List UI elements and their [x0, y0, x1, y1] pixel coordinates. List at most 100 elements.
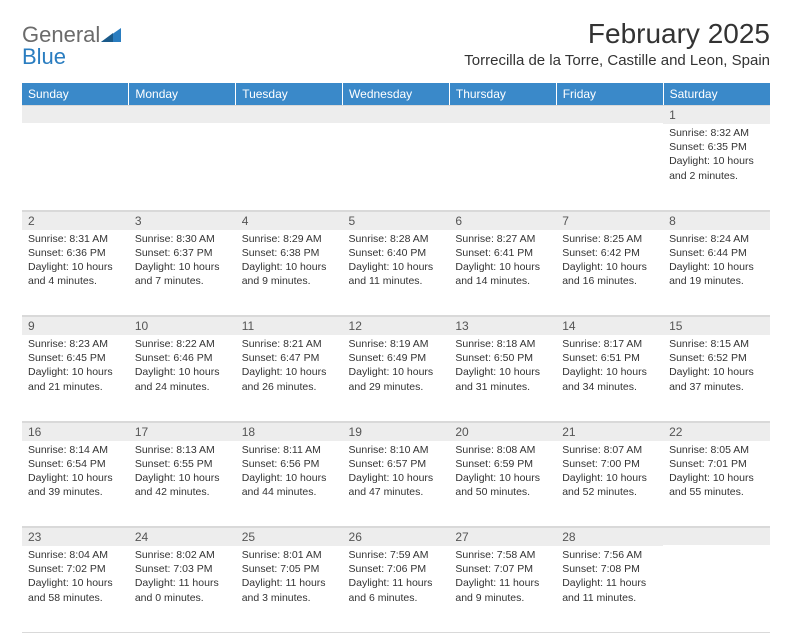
- daylight-line: Daylight: 10 hours and 14 minutes.: [455, 260, 550, 288]
- daylight-line: Daylight: 10 hours and 4 minutes.: [28, 260, 123, 288]
- daylight-line: Daylight: 10 hours and 42 minutes.: [135, 471, 230, 499]
- title-block: February 2025 Torrecilla de la Torre, Ca…: [464, 20, 770, 69]
- day-cell: Sunrise: 7:59 AMSunset: 7:06 PMDaylight:…: [343, 546, 450, 609]
- weekday-header: Saturday: [663, 83, 770, 105]
- daylight-line: Daylight: 10 hours and 58 minutes.: [28, 576, 123, 604]
- sunset-line: Sunset: 6:45 PM: [28, 351, 123, 365]
- day-number: 21: [556, 422, 663, 441]
- sunrise-line: Sunrise: 8:14 AM: [28, 443, 123, 457]
- day-number: 14: [556, 316, 663, 335]
- calendar-head: SundayMondayTuesdayWednesdayThursdayFrid…: [22, 83, 770, 105]
- sunset-line: Sunset: 6:38 PM: [242, 246, 337, 260]
- day-number: 18: [236, 422, 343, 441]
- day-number: 27: [449, 527, 556, 546]
- daylight-line: Daylight: 10 hours and 2 minutes.: [669, 154, 764, 182]
- day-number: 19: [343, 422, 450, 441]
- day-number: 23: [22, 527, 129, 546]
- sunrise-line: Sunrise: 8:30 AM: [135, 232, 230, 246]
- sunrise-line: Sunrise: 8:04 AM: [28, 548, 123, 562]
- day-number: 15: [663, 316, 770, 335]
- logo: General Blue: [22, 20, 121, 68]
- daylight-line: Daylight: 10 hours and 21 minutes.: [28, 365, 123, 393]
- day-number: 25: [236, 527, 343, 546]
- daylight-line: Daylight: 11 hours and 11 minutes.: [562, 576, 657, 604]
- daylight-line: Daylight: 10 hours and 52 minutes.: [562, 471, 657, 499]
- daylight-line: Daylight: 10 hours and 29 minutes.: [349, 365, 444, 393]
- sunrise-line: Sunrise: 8:01 AM: [242, 548, 337, 562]
- sunrise-line: Sunrise: 8:31 AM: [28, 232, 123, 246]
- calendar-body: 1Sunrise: 8:32 AMSunset: 6:35 PMDaylight…: [22, 105, 770, 632]
- sunset-line: Sunset: 6:56 PM: [242, 457, 337, 471]
- sunrise-line: Sunrise: 8:13 AM: [135, 443, 230, 457]
- sunrise-line: Sunrise: 8:25 AM: [562, 232, 657, 246]
- sunset-line: Sunset: 6:46 PM: [135, 351, 230, 365]
- sunset-line: Sunset: 6:40 PM: [349, 246, 444, 260]
- sunset-line: Sunset: 7:08 PM: [562, 562, 657, 576]
- day-cell: Sunrise: 8:13 AMSunset: 6:55 PMDaylight:…: [129, 441, 236, 504]
- day-cell: Sunrise: 8:27 AMSunset: 6:41 PMDaylight:…: [449, 230, 556, 293]
- daylight-line: Daylight: 10 hours and 39 minutes.: [28, 471, 123, 499]
- day-cell: Sunrise: 8:17 AMSunset: 6:51 PMDaylight:…: [556, 335, 663, 398]
- sunrise-line: Sunrise: 7:59 AM: [349, 548, 444, 562]
- sunset-line: Sunset: 6:42 PM: [562, 246, 657, 260]
- day-number: 3: [129, 211, 236, 230]
- day-cell: Sunrise: 8:11 AMSunset: 6:56 PMDaylight:…: [236, 441, 343, 504]
- sunrise-line: Sunrise: 8:11 AM: [242, 443, 337, 457]
- day-cell: Sunrise: 8:31 AMSunset: 6:36 PMDaylight:…: [22, 230, 129, 293]
- day-number: 7: [556, 211, 663, 230]
- sunset-line: Sunset: 7:01 PM: [669, 457, 764, 471]
- sunrise-line: Sunrise: 8:28 AM: [349, 232, 444, 246]
- daylight-line: Daylight: 10 hours and 24 minutes.: [135, 365, 230, 393]
- month-title: February 2025: [464, 20, 770, 48]
- sunset-line: Sunset: 6:59 PM: [455, 457, 550, 471]
- sunset-line: Sunset: 7:00 PM: [562, 457, 657, 471]
- sunset-line: Sunset: 6:36 PM: [28, 246, 123, 260]
- weekday-header: Monday: [129, 83, 236, 105]
- weekday-header: Thursday: [449, 83, 556, 105]
- day-cell: Sunrise: 8:32 AMSunset: 6:35 PMDaylight:…: [663, 124, 770, 187]
- location: Torrecilla de la Torre, Castille and Leo…: [464, 52, 770, 69]
- day-cell: Sunrise: 8:10 AMSunset: 6:57 PMDaylight:…: [343, 441, 450, 504]
- sunset-line: Sunset: 6:49 PM: [349, 351, 444, 365]
- logo-word2: Blue: [22, 46, 121, 68]
- day-cell: Sunrise: 8:28 AMSunset: 6:40 PMDaylight:…: [343, 230, 450, 293]
- sunrise-line: Sunrise: 8:05 AM: [669, 443, 764, 457]
- weekday-header: Wednesday: [343, 83, 450, 105]
- day-number: 9: [22, 316, 129, 335]
- daylight-line: Daylight: 10 hours and 16 minutes.: [562, 260, 657, 288]
- empty-day: [663, 527, 770, 545]
- day-number: 13: [449, 316, 556, 335]
- sunrise-line: Sunrise: 8:22 AM: [135, 337, 230, 351]
- day-cell: Sunrise: 8:24 AMSunset: 6:44 PMDaylight:…: [663, 230, 770, 293]
- day-cell: Sunrise: 7:56 AMSunset: 7:08 PMDaylight:…: [556, 546, 663, 609]
- day-cell: Sunrise: 8:08 AMSunset: 6:59 PMDaylight:…: [449, 441, 556, 504]
- empty-day: [22, 105, 129, 123]
- day-number: 6: [449, 211, 556, 230]
- sunrise-line: Sunrise: 8:21 AM: [242, 337, 337, 351]
- sunset-line: Sunset: 7:03 PM: [135, 562, 230, 576]
- day-cell: Sunrise: 8:15 AMSunset: 6:52 PMDaylight:…: [663, 335, 770, 398]
- sunset-line: Sunset: 7:06 PM: [349, 562, 444, 576]
- day-number: 24: [129, 527, 236, 546]
- day-number: 5: [343, 211, 450, 230]
- day-cell: Sunrise: 8:05 AMSunset: 7:01 PMDaylight:…: [663, 441, 770, 504]
- sunrise-line: Sunrise: 8:18 AM: [455, 337, 550, 351]
- sunset-line: Sunset: 6:35 PM: [669, 140, 764, 154]
- day-number: 16: [22, 422, 129, 441]
- sunset-line: Sunset: 6:52 PM: [669, 351, 764, 365]
- day-number: 17: [129, 422, 236, 441]
- day-cell: Sunrise: 8:14 AMSunset: 6:54 PMDaylight:…: [22, 441, 129, 504]
- calendar-table: SundayMondayTuesdayWednesdayThursdayFrid…: [22, 83, 770, 633]
- empty-day: [556, 105, 663, 123]
- day-number: 4: [236, 211, 343, 230]
- daylight-line: Daylight: 11 hours and 6 minutes.: [349, 576, 444, 604]
- sunset-line: Sunset: 6:50 PM: [455, 351, 550, 365]
- daylight-line: Daylight: 10 hours and 50 minutes.: [455, 471, 550, 499]
- day-cell: Sunrise: 7:58 AMSunset: 7:07 PMDaylight:…: [449, 546, 556, 609]
- sunset-line: Sunset: 7:05 PM: [242, 562, 337, 576]
- sunset-line: Sunset: 6:37 PM: [135, 246, 230, 260]
- day-number: 2: [22, 211, 129, 230]
- day-number: 1: [663, 105, 770, 124]
- sunrise-line: Sunrise: 8:27 AM: [455, 232, 550, 246]
- sunrise-line: Sunrise: 8:17 AM: [562, 337, 657, 351]
